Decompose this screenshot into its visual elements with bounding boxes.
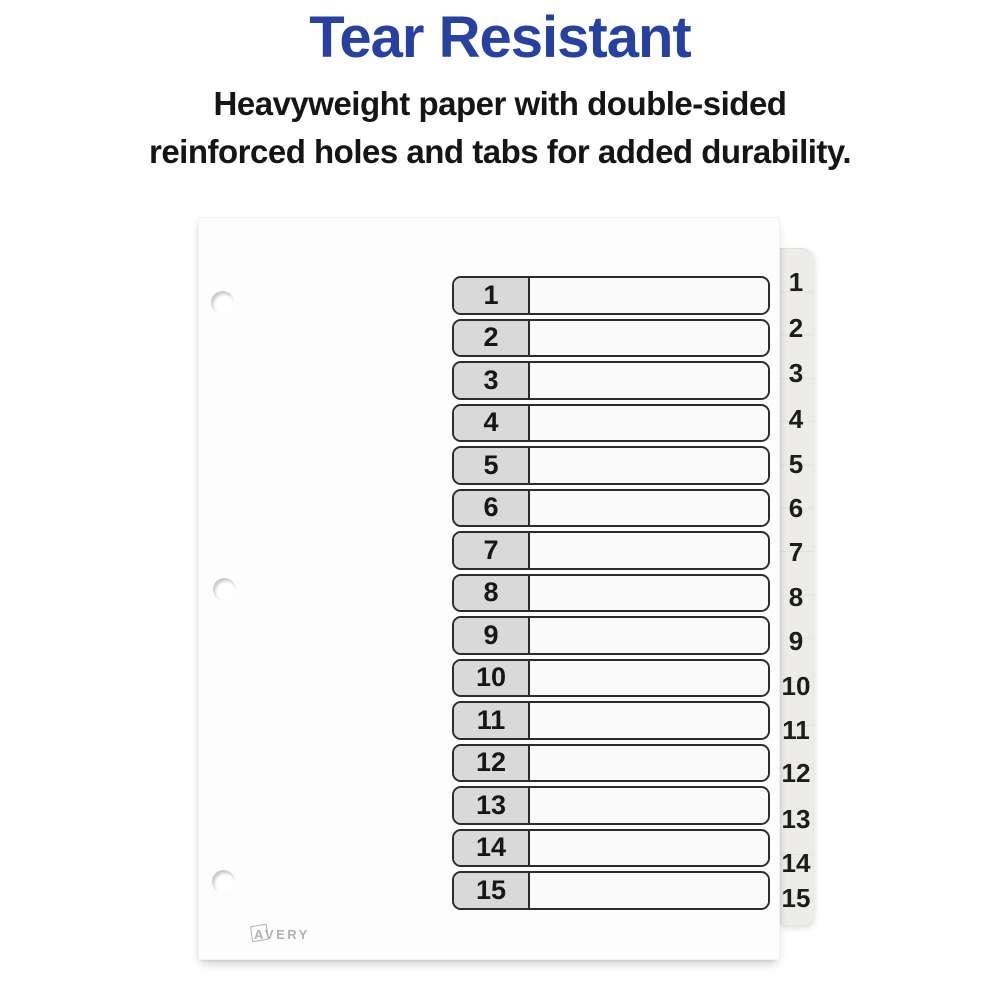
toc-row-3: 3 (452, 361, 770, 400)
toc-row-blank (530, 363, 768, 398)
toc-row-number: 14 (454, 830, 530, 865)
index-tab-13: 13 (781, 804, 811, 834)
toc-row-1: 1 (452, 276, 770, 315)
toc-row-7: 7 (452, 531, 770, 570)
toc-row-15: 15 (452, 871, 770, 910)
toc-row-blank (530, 533, 768, 568)
toc-row-blank (530, 618, 768, 653)
avery-logo: AVERY (249, 923, 310, 944)
toc-row-number: 11 (454, 703, 530, 738)
toc-row-number: 13 (454, 788, 530, 823)
index-tab-2: 2 (788, 313, 804, 343)
toc-row-8: 8 (452, 573, 770, 612)
toc-row-number: 12 (454, 745, 530, 780)
toc-row-number: 5 (454, 448, 530, 483)
index-tab-9: 9 (788, 626, 804, 656)
toc-row-6: 6 (452, 488, 770, 527)
toc-row-number: 10 (454, 660, 530, 695)
toc-row-blank (530, 405, 768, 440)
toc-row-blank (530, 830, 768, 865)
avery-logo-text: AVERY (254, 927, 310, 942)
toc-row-number: 9 (454, 618, 530, 653)
page-subtitle-line1: Heavyweight paper with double-sided (213, 85, 787, 122)
toc-row-2: 2 (452, 318, 770, 357)
index-tab-6: 6 (788, 493, 804, 523)
toc-row-blank (530, 788, 768, 823)
toc-row-4: 4 (452, 403, 770, 442)
punch-hole-middle (213, 578, 236, 601)
index-tab-8: 8 (788, 582, 804, 612)
page-title: Tear Resistant (309, 5, 691, 70)
toc-row-number: 7 (454, 533, 530, 568)
toc-row-number: 4 (454, 405, 530, 440)
toc-row-13: 13 (452, 786, 770, 825)
toc-row-blank (530, 575, 768, 610)
toc-row-number: 15 (454, 873, 530, 908)
index-tab-14: 14 (781, 848, 811, 878)
index-tab-10: 10 (781, 671, 811, 701)
index-tab-11: 11 (782, 715, 810, 745)
toc-row-number: 8 (454, 575, 530, 610)
index-tab-3: 3 (788, 358, 804, 388)
index-tab-1: 1 (788, 267, 804, 297)
toc-row-number: 6 (454, 490, 530, 525)
index-tab-7: 7 (788, 537, 804, 567)
toc-row-blank (530, 448, 768, 483)
punch-hole-bottom (212, 870, 235, 893)
index-tab-12: 12 (781, 758, 811, 788)
page-subtitle: Heavyweight paper with double-sided rein… (0, 80, 1000, 176)
toc-row-blank (530, 745, 768, 780)
avery-logo-frame (249, 923, 270, 943)
toc-table: 1 2 3 4 5 6 7 8 (452, 276, 770, 914)
toc-row-11: 11 (452, 701, 770, 740)
toc-row-10: 10 (452, 658, 770, 697)
toc-row-blank (530, 703, 768, 738)
toc-row-5: 5 (452, 446, 770, 485)
toc-row-blank (530, 278, 768, 313)
toc-row-blank (530, 320, 768, 355)
toc-row-12: 12 (452, 743, 770, 782)
toc-row-14: 14 (452, 828, 770, 867)
toc-row-9: 9 (452, 616, 770, 655)
punch-hole-top (211, 291, 234, 314)
toc-row-number: 3 (454, 363, 530, 398)
toc-row-blank (530, 490, 768, 525)
index-tab-15: 15 (781, 883, 811, 913)
toc-row-number: 1 (454, 278, 530, 313)
index-tab-5: 5 (788, 449, 804, 479)
page-subtitle-line2: reinforced holes and tabs for added dura… (148, 133, 852, 170)
index-tab-4: 4 (788, 404, 804, 434)
tab-strip (779, 248, 813, 925)
toc-row-blank (530, 660, 768, 695)
toc-row-blank (530, 873, 768, 908)
toc-row-number: 2 (454, 320, 530, 355)
